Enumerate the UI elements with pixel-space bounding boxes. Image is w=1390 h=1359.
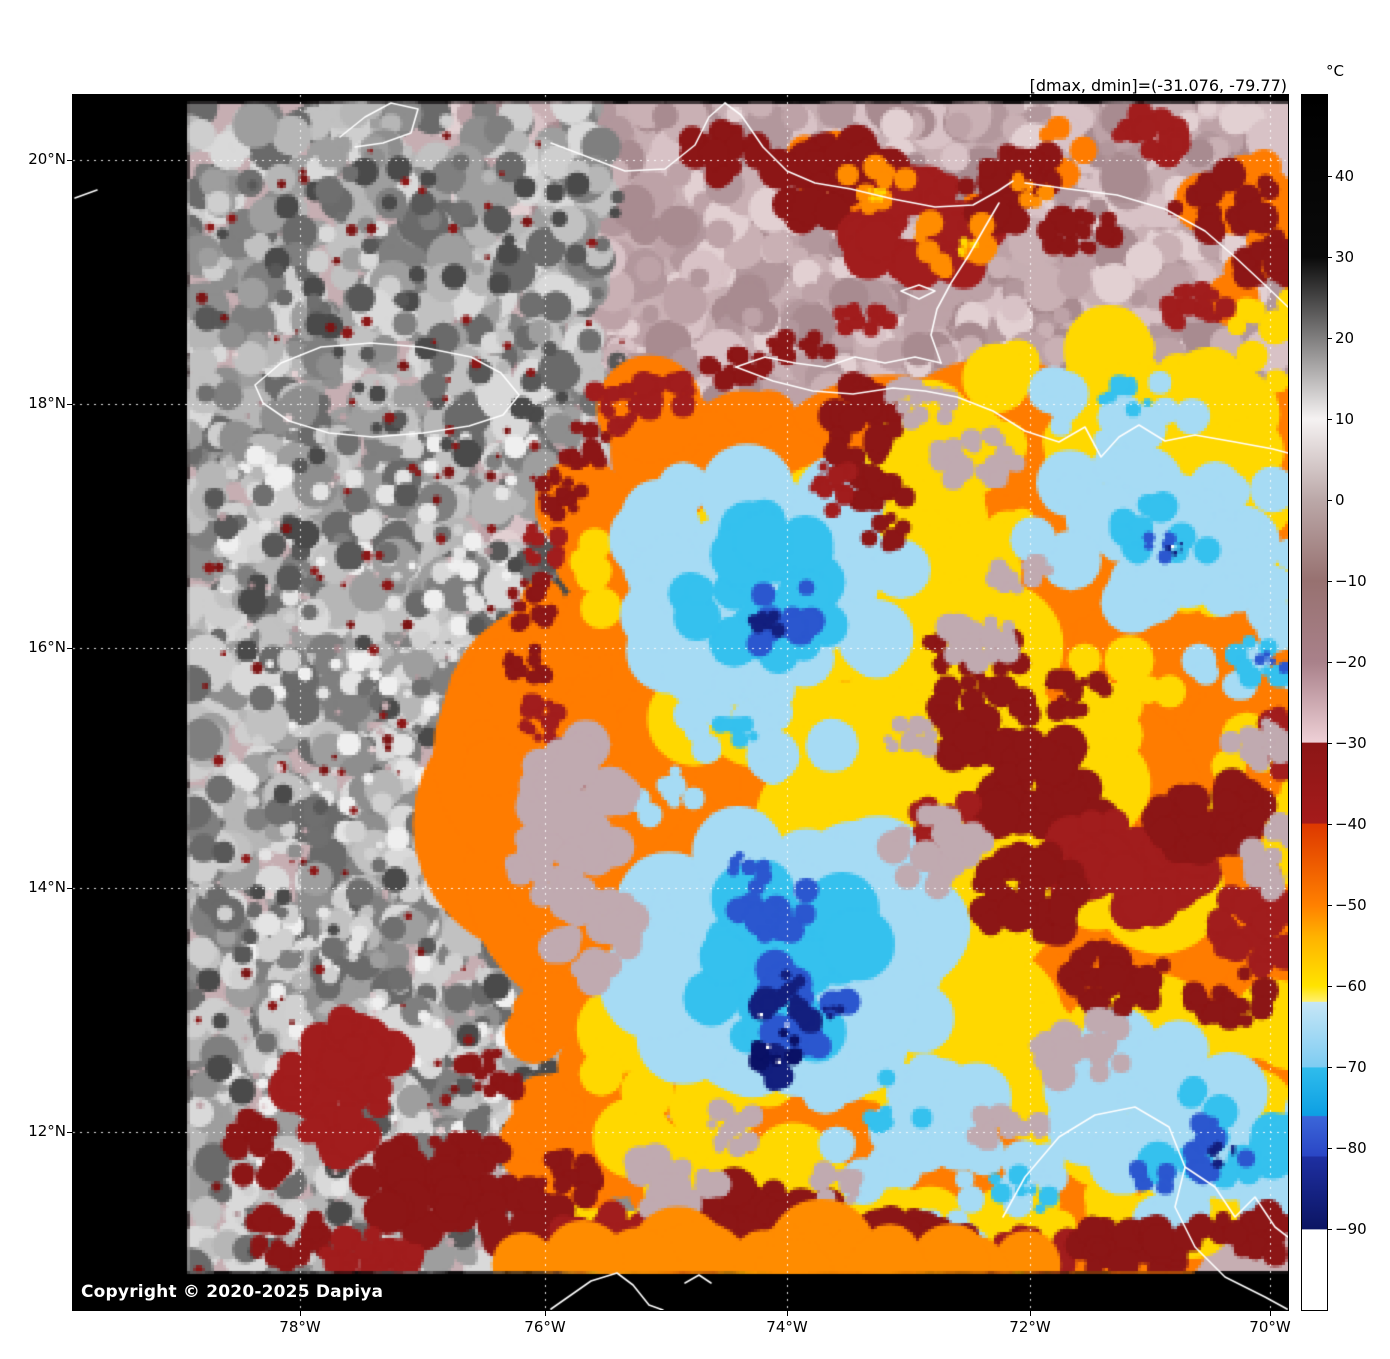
colorbar-unit-label: °C (1326, 62, 1344, 80)
colorbar-tick-mark (1328, 1229, 1332, 1230)
colorbar-tick-mark (1328, 176, 1332, 177)
colorbar-tick-label: −30 (1335, 734, 1367, 752)
colorbar-tick-label: 10 (1335, 410, 1355, 428)
colorbar-tick-mark (1328, 824, 1332, 825)
colorbar-tick-mark (1328, 338, 1332, 339)
lat-label-12n: 12°N (28, 1122, 66, 1140)
colorbar-tick-label: −80 (1335, 1139, 1367, 1157)
colorbar-tick-label: 0 (1335, 491, 1345, 509)
lat-label-20n: 20°N (28, 150, 66, 168)
colorbar-tick-mark (1328, 419, 1332, 420)
lat-label-18n: 18°N (28, 394, 66, 412)
range-stats: [dmax, dmin]=(-31.076, -79.77) (1029, 76, 1287, 95)
colorbar-tick-mark (1328, 1148, 1332, 1149)
colorbar-tick-label: 20 (1335, 329, 1355, 347)
lon-label-74w: 74°W (766, 1318, 808, 1336)
lat-tick-mark (67, 888, 72, 889)
colorbar-tick-mark (1328, 257, 1332, 258)
colorbar-tick-mark (1328, 500, 1332, 501)
colorbar-tick-mark (1328, 986, 1332, 987)
colorbar-tick-label: −70 (1335, 1058, 1367, 1076)
lon-label-70w: 70°W (1249, 1318, 1291, 1336)
colorbar-tick-mark (1328, 662, 1332, 663)
map-frame: Copyright © 2020-2025 Dapiya (73, 95, 1288, 1310)
colorbar-tick-label: −60 (1335, 977, 1367, 995)
copyright-text: Copyright © 2020-2025 Dapiya (81, 1282, 384, 1302)
colorbar-tick-label: −10 (1335, 572, 1367, 590)
colorbar-gradient (1302, 95, 1327, 1310)
lat-tick-mark (67, 404, 72, 405)
lon-tick-mark (300, 1311, 301, 1316)
colorbar-tick-mark (1328, 905, 1332, 906)
lon-label-78w: 78°W (279, 1318, 321, 1336)
colorbar-tick-label: −20 (1335, 653, 1367, 671)
lat-tick-mark (67, 160, 72, 161)
lon-tick-mark (1030, 1311, 1031, 1316)
satellite-canvas (73, 95, 1288, 1310)
lat-tick-mark (67, 1132, 72, 1133)
lon-label-76w: 76°W (524, 1318, 566, 1336)
lon-tick-mark (545, 1311, 546, 1316)
lat-label-14n: 14°N (28, 878, 66, 896)
lat-tick-mark (67, 648, 72, 649)
lon-tick-mark (1270, 1311, 1271, 1316)
colorbar-tick-label: −40 (1335, 815, 1367, 833)
lon-label-72w: 72°W (1009, 1318, 1051, 1336)
lat-label-16n: 16°N (28, 638, 66, 656)
colorbar-tick-label: −90 (1335, 1220, 1367, 1238)
colorbar-tick-mark (1328, 743, 1332, 744)
colorbar-tick-label: −50 (1335, 896, 1367, 914)
colorbar-tick-mark (1328, 581, 1332, 582)
lon-tick-mark (787, 1311, 788, 1316)
colorbar-tick-mark (1328, 1067, 1332, 1068)
colorbar-tick-label: 40 (1335, 167, 1355, 185)
colorbar-tick-label: 30 (1335, 248, 1355, 266)
